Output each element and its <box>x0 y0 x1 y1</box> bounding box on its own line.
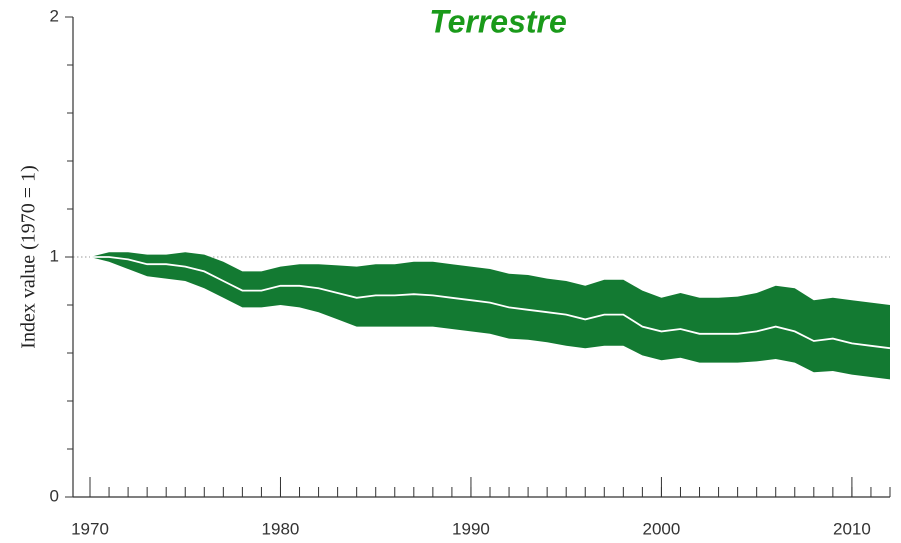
uncertainty-band <box>90 252 890 380</box>
x-tick-label: 1980 <box>262 519 300 538</box>
y-axis-label: Index value (1970 = 1) <box>18 165 40 348</box>
y-tick-label: 2 <box>50 6 59 25</box>
x-tick-label: 1990 <box>452 519 490 538</box>
x-tick-label: 1970 <box>71 519 109 538</box>
y-tick-label: 0 <box>50 486 59 505</box>
chart-title: Terrestre <box>429 3 567 39</box>
x-tick-label: 2000 <box>643 519 681 538</box>
y-tick-label: 1 <box>50 246 59 265</box>
index-line <box>90 256 891 350</box>
x-tick-label: 2010 <box>833 519 871 538</box>
